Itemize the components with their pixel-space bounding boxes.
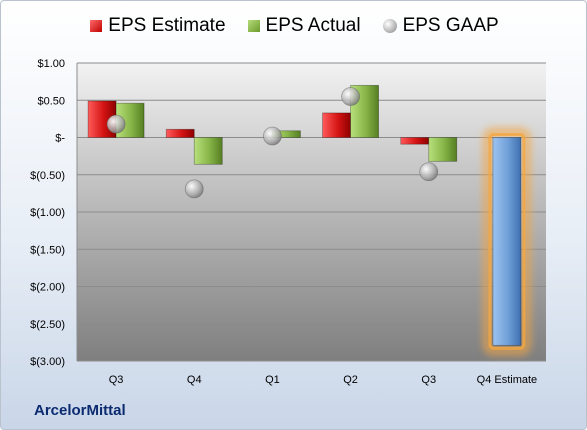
bar-estimate xyxy=(165,128,195,138)
bar-actual xyxy=(193,137,223,165)
y-tick-label: $0.50 xyxy=(37,95,65,107)
x-tick-label: Q3 xyxy=(109,374,124,386)
y-tick-label: $(2.00) xyxy=(30,282,65,294)
x-tick-label: Q4 Estimate xyxy=(477,374,538,386)
legend-swatch-estimate xyxy=(90,20,103,32)
y-tick-label: $(3.00) xyxy=(30,356,65,368)
x-tick-label: Q1 xyxy=(265,374,280,386)
x-tick-label: Q3 xyxy=(421,374,436,386)
legend-item-estimate: EPS Estimate xyxy=(90,15,226,37)
legend-swatch-gaap xyxy=(382,19,397,33)
bar-forecast xyxy=(492,137,522,346)
point-gaap xyxy=(419,162,439,182)
x-tick-label: Q2 xyxy=(343,374,358,386)
point-gaap xyxy=(106,114,126,134)
y-tick-label: $(2.50) xyxy=(30,319,65,331)
forecast-glow xyxy=(483,128,531,355)
point-gaap xyxy=(263,126,282,146)
forecast-glow-outline xyxy=(488,133,526,350)
legend-item-actual: EPS Actual xyxy=(247,15,361,37)
point-gaap xyxy=(341,87,360,106)
bar-estimate xyxy=(400,137,430,145)
legend-label-estimate: EPS Estimate xyxy=(108,15,226,36)
company-name: ArcelorMittal xyxy=(34,402,126,419)
bar-actual xyxy=(428,137,458,162)
legend-swatch-actual xyxy=(247,20,260,32)
legend-label-actual: EPS Actual xyxy=(265,15,361,36)
bar-estimate xyxy=(322,112,351,138)
legend-item-gaap: EPS GAAP xyxy=(382,15,499,37)
y-tick-label: $1.00 xyxy=(37,58,65,70)
y-tick-label: $(1.00) xyxy=(30,207,65,219)
y-tick-label: $(1.50) xyxy=(30,244,65,256)
legend-label-gaap: EPS GAAP xyxy=(402,15,499,36)
y-tick-label: $(0.50) xyxy=(30,170,65,182)
point-gaap xyxy=(184,179,204,199)
chart-legend: EPS Estimate EPS Actual EPS GAAP xyxy=(1,15,586,37)
y-tick-label: $- xyxy=(55,133,65,145)
x-tick-label: Q4 xyxy=(187,374,202,386)
